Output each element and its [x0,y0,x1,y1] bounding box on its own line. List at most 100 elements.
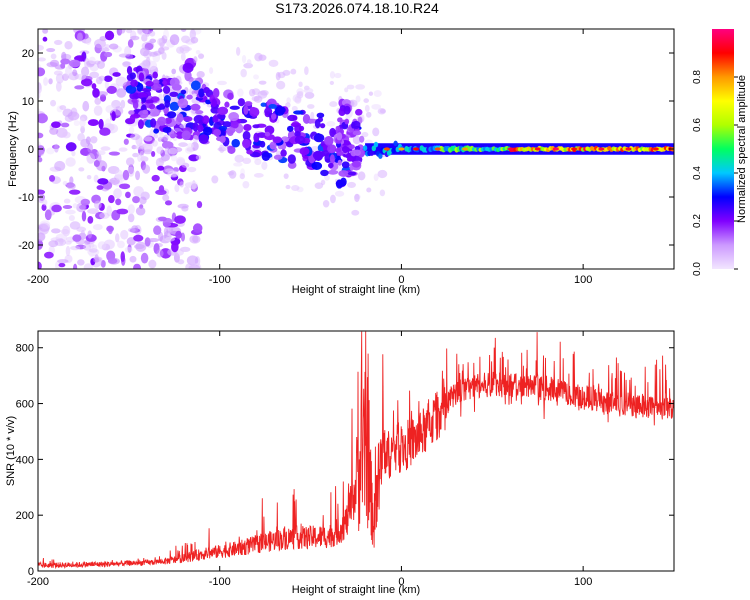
spectrogram-cell [49,59,60,67]
spectrogram-cell [230,121,239,129]
spectrogram-cell [159,103,165,108]
colorbar-gradient [712,29,734,269]
spectrogram-cell [344,87,349,93]
spectrogram-cell [260,102,267,107]
spectrogram-cell [116,208,129,215]
spectrogram-cell [291,105,298,112]
spectrogram-cell [359,135,365,143]
spectrogram-cell [100,260,106,268]
spectrogram-cell [142,164,151,174]
spectrogram-cell [372,127,380,137]
spectrogram-cell [357,171,366,181]
spectrogram-cell [62,131,71,139]
spectrogram-cell [276,106,286,114]
spectrogram-cell [652,147,659,151]
spectrogram-cell [50,53,57,60]
spectrogram-cell [212,115,219,123]
spectrogram-cell [50,99,57,107]
spectrogram-cell [312,150,324,161]
spectrogram-cell [88,56,96,65]
spectrogram-cell [197,53,205,59]
spectrogram-cell [153,225,162,235]
spectrogram-cell [115,198,122,206]
spectrogram-cell [190,103,201,111]
spectrogram-cell [625,147,632,151]
spectrogram-cell [355,95,361,103]
colorbar-tick-label: 0.2 [692,214,703,228]
spectrogram-cell [122,61,131,68]
spectrogram-cell [127,204,135,215]
spectrogram-x-tick-label: 0 [398,274,404,286]
snr-y-tick-label: 800 [16,343,34,355]
spectrogram-cell [133,263,141,269]
spectrogram-cell [377,169,388,179]
spectrogram-cell [96,150,106,156]
spectrogram-cell [398,147,405,151]
spectrogram-cell [57,259,69,264]
spectrogram-cell [89,71,100,78]
spectrogram-cell [192,122,199,132]
spectrogram-cell [166,111,177,119]
spectrogram-cell [343,105,351,115]
spectrogram-cell [239,173,246,180]
spectrogram-cell [258,80,267,85]
spectrogram-cell [130,35,140,41]
spectrogram-cell [235,46,241,56]
spectrogram-cell [115,233,120,243]
spectrogram-cell [78,167,85,172]
spectrogram-cell [55,81,62,92]
spectrogram-cell [103,239,115,250]
spectrogram-cell [291,185,300,192]
spectrogram-cell [229,105,240,110]
spectrogram-cell [354,193,360,203]
spectrogram-cell [334,72,342,79]
spectrogram-cell [71,150,76,157]
spectrogram-cell [122,169,130,181]
spectrogram-cell [314,182,324,190]
spectrogram-cell [97,178,109,185]
spectrogram-y-tick-label: 20 [22,48,34,60]
spectrogram-cell [113,188,122,199]
spectrogram-cell [335,125,341,132]
spectrogram-cell [104,80,109,89]
spectrogram-cell [140,156,149,162]
spectrogram-cell [162,85,171,94]
spectrogram-cell [106,85,117,94]
spectrogram-cell [253,74,259,80]
spectrogram-cell [261,151,271,162]
spectrogram-cell [186,94,193,100]
spectrogram-cell [227,92,234,100]
spectrogram-cell [108,195,115,204]
spectrogram-cell [240,68,247,78]
spectrogram-cell [150,118,157,128]
spectrogram-cell [140,252,149,264]
spectrogram-cell [153,133,159,139]
spectrogram-cell [213,128,222,137]
spectrogram-cell [264,131,271,137]
spectrogram-cell [184,146,194,154]
spectrogram-cell [80,198,90,206]
spectrogram-cell [91,83,97,90]
spectrogram-cell [195,110,204,115]
spectrogram-cell [222,121,232,128]
spectrogram-cell [324,174,330,181]
spectrogram-cell [145,99,154,104]
spectrogram-cell [108,43,119,50]
colorbar-tick-label: 0.0 [692,262,703,276]
spectrogram-cell [192,134,199,143]
spectrogram-cell [434,147,441,151]
spectrogram-cell [242,138,251,149]
spectrogram-cell [326,121,336,127]
spectrogram-cell [176,158,186,166]
chart-title: S173.2026.074.18.10.R24 [275,0,439,16]
spectrogram-cell [182,62,194,73]
colorbar-tick-label: 0.6 [692,118,703,132]
spectrogram-cell [334,148,342,153]
spectrogram-cell [65,157,76,167]
spectrogram-cell [180,29,187,33]
spectrogram-cell [65,66,73,77]
spectrogram-cell [38,232,46,242]
spectrogram-cell [259,140,266,148]
spectrogram-cell [70,107,78,117]
spectrogram-cell [246,149,254,155]
